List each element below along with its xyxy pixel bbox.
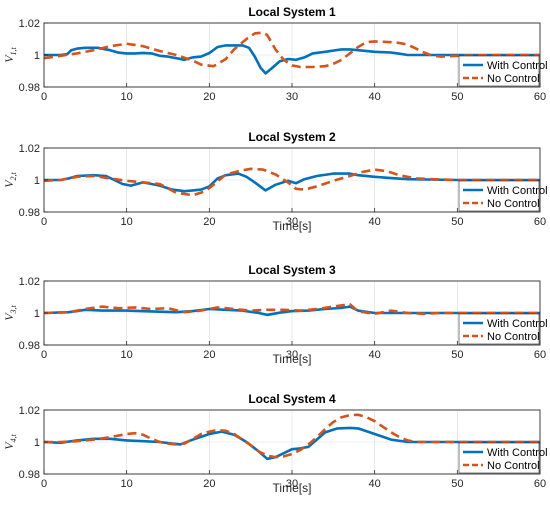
series-line-with-control xyxy=(44,305,540,317)
x-tick-label: 60 xyxy=(534,349,546,361)
y-tick-label: 1 xyxy=(34,175,40,187)
x-tick-label: 10 xyxy=(121,91,133,103)
y-tick-label: 0.98 xyxy=(19,207,40,219)
legend-box xyxy=(458,180,540,212)
legend-entry: With Control xyxy=(487,60,548,72)
x-tick-label: 30 xyxy=(286,216,298,228)
x-tick-label: 60 xyxy=(534,478,546,490)
y-axis-label: V3,t xyxy=(2,304,18,320)
x-tick-label: 20 xyxy=(203,478,215,490)
subplot-4: 0 10 20 30 40 50 60 0.98 1 1.02 Local System 4 Time… xyxy=(2,392,548,495)
x-tick-label: 30 xyxy=(286,91,298,103)
x-tick-label: 0 xyxy=(41,349,47,361)
x-tick-label: 20 xyxy=(203,349,215,361)
chart-title: Local System 4 xyxy=(248,392,336,406)
legend-box xyxy=(458,313,540,345)
x-tick-label: 10 xyxy=(121,216,133,228)
chart-title: Local System 2 xyxy=(248,130,336,144)
series-line-with-control xyxy=(44,426,540,461)
y-tick-label: 1.02 xyxy=(19,405,40,417)
chart-title: Local System 1 xyxy=(248,5,336,19)
y-tick-label: 0.98 xyxy=(19,82,40,94)
x-tick-label: 20 xyxy=(203,216,215,228)
x-tick-label: 40 xyxy=(369,478,381,490)
x-tick-label: 10 xyxy=(121,349,133,361)
x-tick-label: 20 xyxy=(203,91,215,103)
x-tick-label: 50 xyxy=(451,349,463,361)
y-axis-label: V4,t xyxy=(2,433,18,449)
x-tick-label: 60 xyxy=(534,216,546,228)
x-tick-label: 30 xyxy=(286,349,298,361)
y-tick-label: 1 xyxy=(34,50,40,62)
x-tick-label: 30 xyxy=(286,478,298,490)
y-tick-label: 0.98 xyxy=(19,469,40,481)
legend-box xyxy=(458,55,540,87)
x-tick-label: 0 xyxy=(41,478,47,490)
legend-entry: No Control xyxy=(487,331,540,343)
subplot-1: 0 10 20 30 40 50 60 0.98 1 1.02 Local System 1 V1,t… xyxy=(2,5,548,103)
x-tick-label: 0 xyxy=(41,91,47,103)
y-tick-label: 1.02 xyxy=(19,18,40,30)
y-axis-label: V1,t xyxy=(2,46,18,62)
legend-box xyxy=(458,442,540,474)
legend-entry: With Control xyxy=(487,447,548,459)
series-line-with-control xyxy=(44,44,540,75)
y-tick-label: 1 xyxy=(34,308,40,320)
y-axis-label: V2,t xyxy=(2,171,18,187)
chart-title: Local System 3 xyxy=(248,263,336,277)
x-axis-label: Time[s] xyxy=(273,352,312,366)
series-line-no-control xyxy=(44,167,540,197)
x-axis-label: Time[s] xyxy=(273,481,312,495)
series-line-with-control xyxy=(44,172,540,193)
x-tick-label: 40 xyxy=(369,216,381,228)
y-tick-label: 1.02 xyxy=(19,276,40,288)
subplot-2: 0 10 20 30 40 50 60 0.98 1 1.02 Local System 2 Time… xyxy=(2,130,548,233)
x-tick-label: 10 xyxy=(121,478,133,490)
legend-entry: With Control xyxy=(487,318,548,330)
y-tick-label: 1.02 xyxy=(19,143,40,155)
x-tick-label: 50 xyxy=(451,91,463,103)
subplot-3: 0 10 20 30 40 50 60 0.98 1 1.02 Local System 3 Time… xyxy=(2,263,548,366)
x-tick-label: 40 xyxy=(369,349,381,361)
series-line-no-control xyxy=(44,31,540,69)
x-tick-label: 60 xyxy=(534,91,546,103)
x-tick-label: 50 xyxy=(451,216,463,228)
x-axis-label: Time[s] xyxy=(273,219,312,233)
legend-entry: No Control xyxy=(487,460,540,472)
x-tick-label: 50 xyxy=(451,478,463,490)
y-tick-label: 1 xyxy=(34,437,40,449)
legend-entry: With Control xyxy=(487,185,548,197)
legend-entry: No Control xyxy=(487,198,540,210)
y-tick-label: 0.98 xyxy=(19,340,40,352)
x-tick-label: 40 xyxy=(369,91,381,103)
legend-entry: No Control xyxy=(487,73,540,85)
series-line-no-control xyxy=(44,413,540,459)
x-tick-label: 0 xyxy=(41,216,47,228)
